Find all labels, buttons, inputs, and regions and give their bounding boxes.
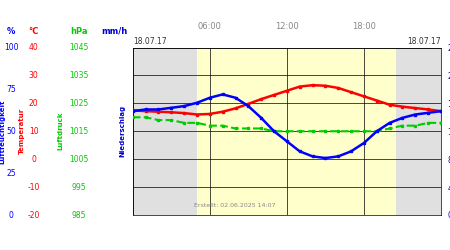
Text: 40: 40 (29, 43, 39, 52)
Text: -10: -10 (27, 182, 40, 192)
Text: 1015: 1015 (69, 127, 88, 136)
Text: 1025: 1025 (69, 99, 88, 108)
Text: 985: 985 (72, 210, 86, 220)
Text: 25: 25 (6, 168, 16, 177)
Text: 06:00: 06:00 (198, 22, 222, 31)
Text: Luftfeuchtigkeit: Luftfeuchtigkeit (0, 99, 6, 164)
Text: 100: 100 (4, 43, 18, 52)
Text: 1005: 1005 (69, 155, 89, 164)
Text: 995: 995 (72, 182, 86, 192)
Text: Niederschlag: Niederschlag (119, 105, 126, 157)
Text: Luftdruck: Luftdruck (58, 112, 64, 150)
Bar (197, 48, 396, 215)
Text: 18:00: 18:00 (352, 22, 376, 31)
Text: 30: 30 (29, 71, 39, 80)
Text: 20: 20 (29, 99, 39, 108)
Text: Temperatur: Temperatur (18, 108, 25, 154)
Text: 0: 0 (9, 210, 14, 220)
Text: 18.07.17: 18.07.17 (407, 37, 441, 46)
Text: Erstellt: 02.06.2025 14:07: Erstellt: 02.06.2025 14:07 (194, 203, 275, 208)
Text: -20: -20 (27, 210, 40, 220)
Text: 0: 0 (32, 155, 36, 164)
Text: 1035: 1035 (69, 71, 89, 80)
Text: 50: 50 (6, 127, 16, 136)
Text: 12:00: 12:00 (275, 22, 299, 31)
Text: %: % (7, 27, 15, 36)
Text: 75: 75 (6, 85, 16, 94)
Text: 10: 10 (29, 127, 39, 136)
Text: mm/h: mm/h (102, 27, 128, 36)
Text: 1045: 1045 (69, 43, 89, 52)
Text: 18.07.17: 18.07.17 (133, 37, 166, 46)
Text: hPa: hPa (70, 27, 87, 36)
Text: °C: °C (28, 27, 39, 36)
